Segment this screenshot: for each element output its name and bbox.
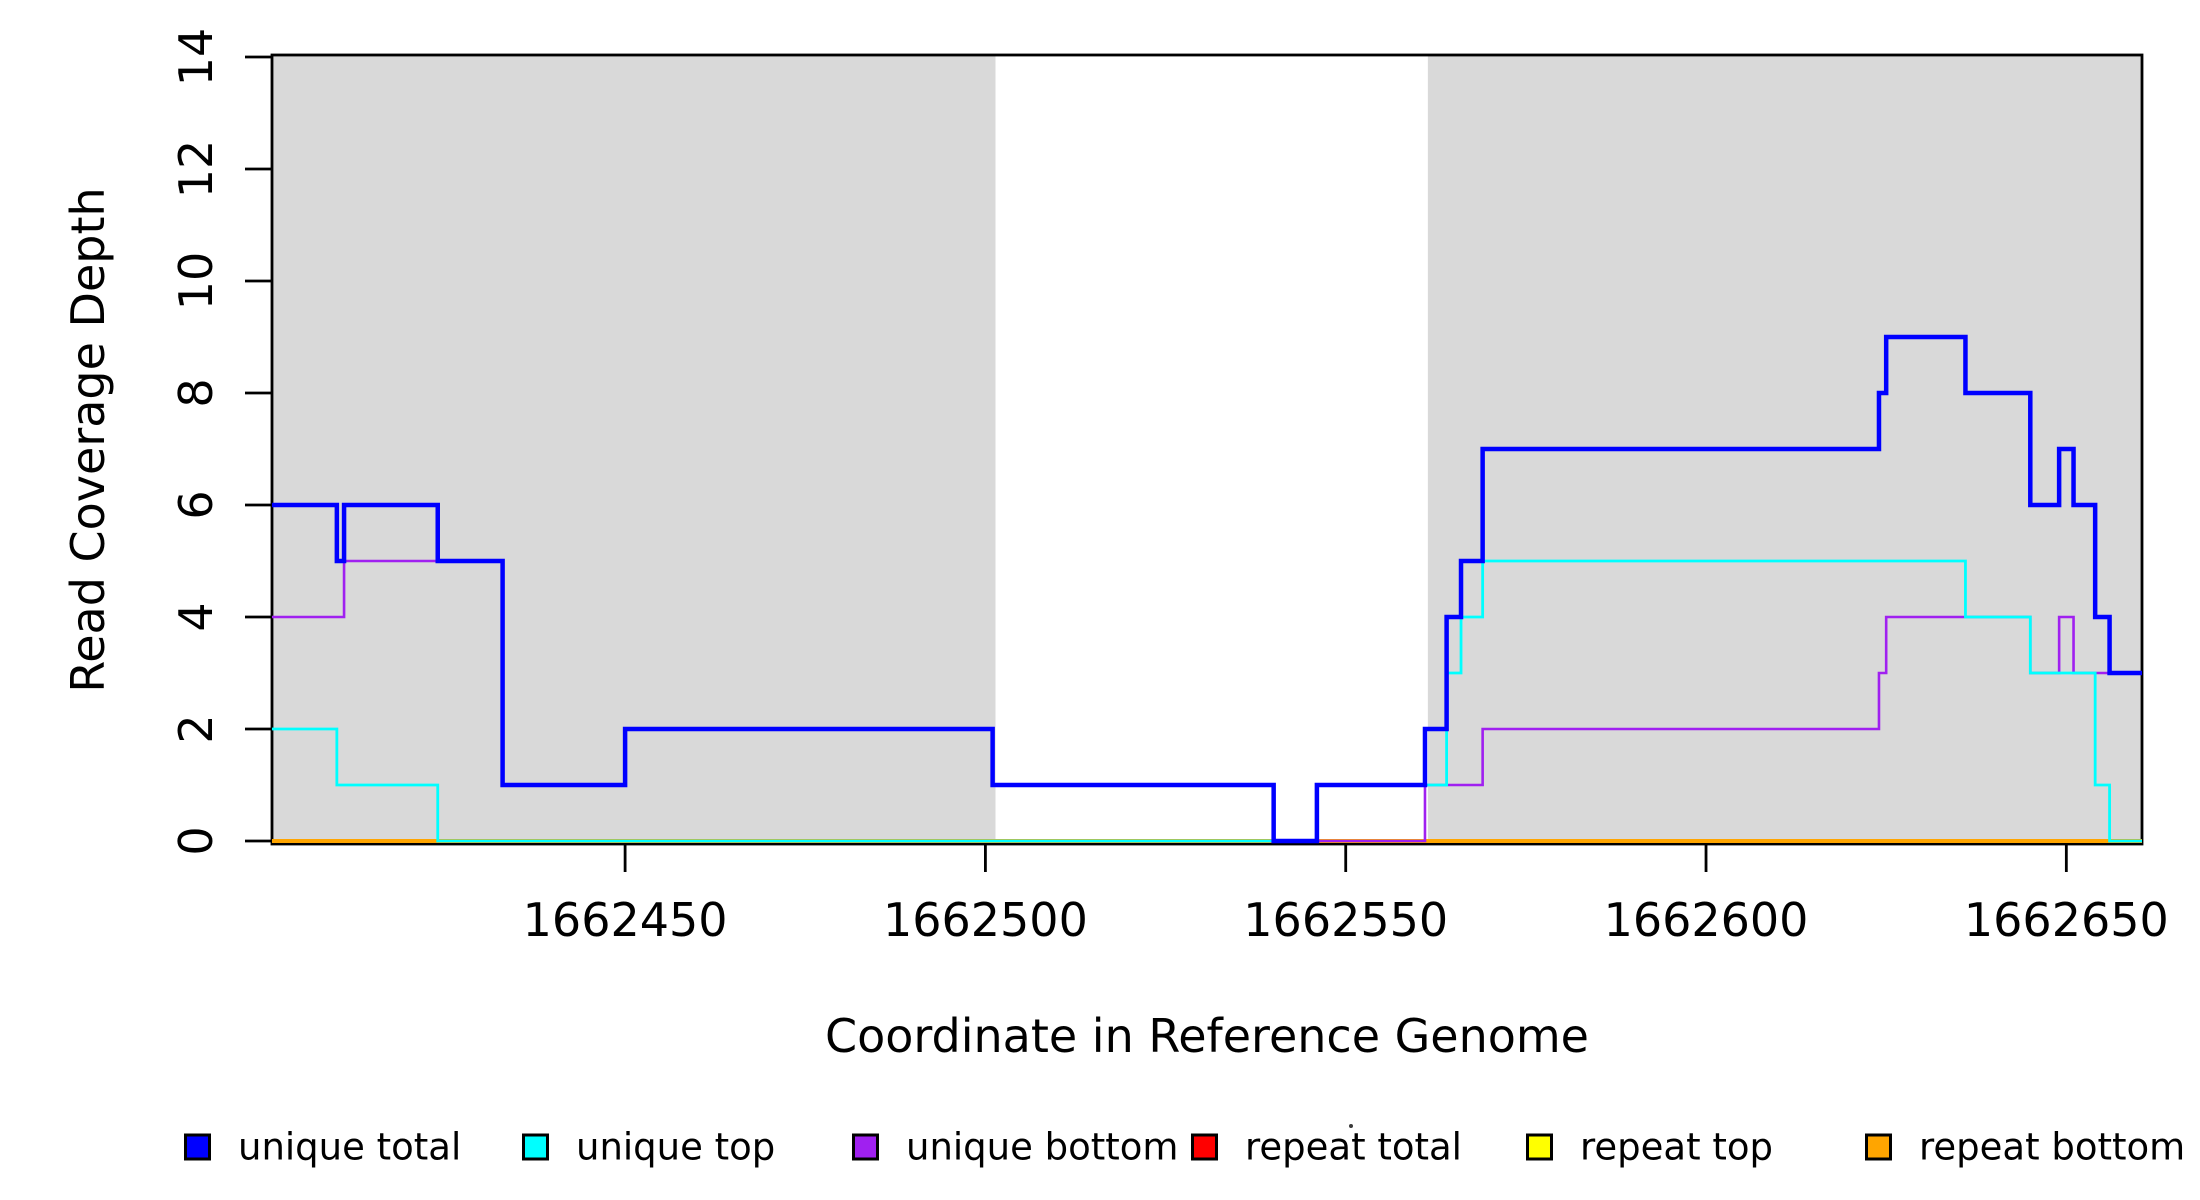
x-tick-label: 1662650 [1963,893,2169,947]
x-axis-title: Coordinate in Reference Genome [825,1009,1589,1063]
legend-swatch-icon [1526,1133,1553,1161]
y-tick-label: 10 [169,251,223,311]
y-tick-label: 14 [169,27,223,87]
x-tick-label: 1662600 [1603,893,1809,947]
y-tick-label: 2 [169,714,223,744]
y-tick-label: 12 [169,139,223,199]
legend-label: unique total [238,1125,462,1169]
shaded-region-1 [272,55,996,844]
legend-item-unique-bottom: unique bottom [852,1126,1178,1169]
legend-label: repeat bottom [1919,1125,2186,1169]
y-tick-label: 4 [169,602,223,632]
y-axis-title: Read Coverage Depth [61,187,115,693]
y-tick-label: 6 [169,490,223,520]
legend-label: unique bottom [906,1125,1179,1169]
legend-item-unique-top: unique top [522,1126,775,1169]
legend-label: unique top [576,1125,776,1169]
legend-item-repeat-top: repeat top [1526,1126,1773,1169]
legend-item-repeat-bottom: repeat bottom [1865,1126,2185,1169]
series-unique-top [272,559,2142,843]
legend-label: repeat total [1245,1125,1462,1169]
legend-label: repeat top [1580,1125,1773,1169]
y-tick-label: 0 [169,826,223,856]
legend-item-unique-total: unique total [184,1126,461,1169]
legend-swatch-icon [184,1133,211,1161]
x-tick-label: 1662550 [1243,893,1449,947]
plot-box [270,53,2144,846]
x-tick-label: 1662450 [522,893,728,947]
stray-dot [1349,1124,1353,1128]
legend-swatch-icon [1191,1133,1218,1161]
x-tick-label: 1662500 [882,893,1088,947]
y-tick-label: 8 [169,378,223,408]
legend-swatch-icon [522,1133,549,1161]
legend-swatch-icon [852,1133,879,1161]
legend-item-repeat-total: repeat total [1191,1126,1462,1169]
legend-swatch-icon [1865,1133,1892,1161]
series-unique-total [272,334,2142,844]
